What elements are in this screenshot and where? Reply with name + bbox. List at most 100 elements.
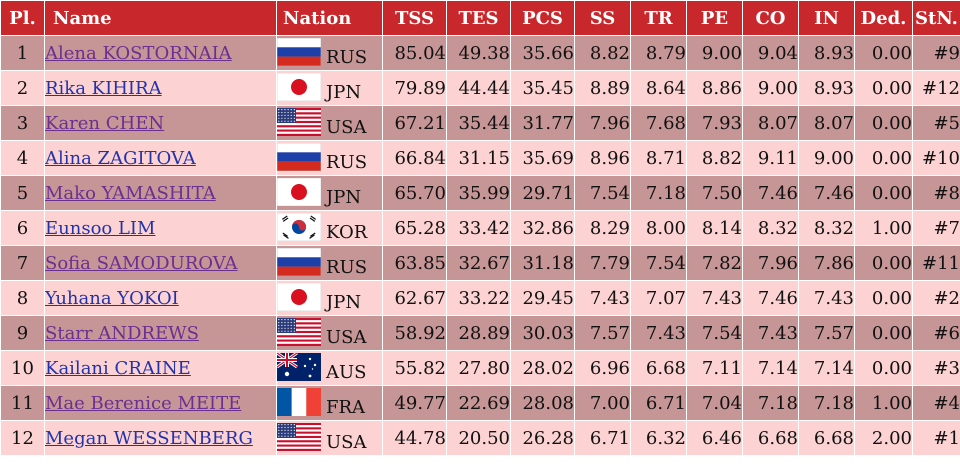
table-row: 12 Megan WESSENBERG USA 44.78 20.50 26.2… [0,420,960,456]
cell-place: 11 [0,385,45,421]
nation-code: USA [326,326,367,348]
table-row: 9 Starr ANDREWS USA 58.92 28.89 30.03 7.… [0,315,960,351]
cell-in: 7.43 [798,280,855,316]
cell-ss: 7.54 [574,175,631,211]
nation-code: RUS [326,46,368,68]
cell-co: 8.07 [742,105,799,141]
cell-co: 9.04 [742,35,799,71]
russia-flag-icon [277,247,321,276]
cell-ded: 0.00 [854,140,913,176]
header-pe: PE [686,0,743,36]
cell-in: 7.86 [798,245,855,281]
cell-co: 7.14 [742,350,799,386]
cell-name: Mae Berenice MEITE [44,385,277,421]
table-row: 5 Mako YAMASHITA JPN 65.70 35.99 29.71 7… [0,175,960,211]
skater-name-link[interactable]: Alena KOSTORNAIA [45,42,232,64]
cell-ss: 8.29 [574,210,631,246]
cell-ded: 0.00 [854,35,913,71]
cell-tss: 66.84 [382,140,447,176]
cell-pcs: 28.08 [510,385,575,421]
cell-stn: #4 [912,385,960,421]
cell-pcs: 28.02 [510,350,575,386]
cell-place: 4 [0,140,45,176]
france-flag-icon [277,387,321,416]
skater-name-link[interactable]: Yuhana YOKOI [45,287,179,309]
skater-name-link[interactable]: Mako YAMASHITA [45,182,216,204]
skater-name-link[interactable]: Kailani CRAINE [45,357,191,379]
cell-tss: 49.77 [382,385,447,421]
cell-stn: #9 [912,35,960,71]
cell-co: 7.46 [742,280,799,316]
skater-name-link[interactable]: Alina ZAGITOVA [45,147,196,169]
skater-name-link[interactable]: Karen CHEN [45,112,165,134]
table-row: 6 Eunsoo LIM KOR 65.28 33.42 32.86 8.29 … [0,210,960,246]
cell-co: 9.00 [742,70,799,106]
cell-name: Starr ANDREWS [44,315,277,351]
cell-name: Sofia SAMODUROVA [44,245,277,281]
cell-pcs: 31.77 [510,105,575,141]
table-row: 11 Mae Berenice MEITE FRA 49.77 22.69 28… [0,385,960,421]
cell-in: 7.18 [798,385,855,421]
nation-code: USA [326,116,367,138]
cell-place: 10 [0,350,45,386]
skater-name-link[interactable]: Rika KIHIRA [45,77,162,99]
korea-flag-icon [277,212,321,241]
header-ss: SS [574,0,631,36]
header-tss: TSS [382,0,447,36]
cell-tr: 7.07 [630,280,687,316]
cell-tr: 8.79 [630,35,687,71]
cell-name: Karen CHEN [44,105,277,141]
table-row: 2 Rika KIHIRA JPN 79.89 44.44 35.45 8.89… [0,70,960,106]
cell-nation: RUS [276,140,383,176]
cell-pcs: 35.66 [510,35,575,71]
cell-in: 7.57 [798,315,855,351]
cell-place: 12 [0,420,45,456]
cell-tss: 85.04 [382,35,447,71]
cell-pe: 8.86 [686,70,743,106]
cell-pe: 7.54 [686,315,743,351]
skater-name-link[interactable]: Megan WESSENBERG [45,427,253,449]
header-pcs: PCS [510,0,575,36]
cell-pcs: 29.71 [510,175,575,211]
cell-tss: 58.92 [382,315,447,351]
cell-pe: 7.11 [686,350,743,386]
nation-code: JPN [326,186,362,208]
skater-name-link[interactable]: Starr ANDREWS [45,322,199,344]
cell-tes: 49.38 [446,35,511,71]
cell-place: 5 [0,175,45,211]
header-tr: TR [630,0,687,36]
cell-in: 8.07 [798,105,855,141]
cell-nation: USA [276,315,383,351]
skater-name-link[interactable]: Eunsoo LIM [45,217,156,239]
japan-flag-icon [277,72,321,101]
cell-tes: 33.22 [446,280,511,316]
cell-pe: 8.82 [686,140,743,176]
japan-flag-icon [277,282,321,311]
cell-ded: 0.00 [854,315,913,351]
cell-tes: 35.99 [446,175,511,211]
nation-code: RUS [326,256,368,278]
cell-nation: JPN [276,175,383,211]
cell-tss: 44.78 [382,420,447,456]
cell-co: 7.18 [742,385,799,421]
cell-stn: #11 [912,245,960,281]
cell-name: Megan WESSENBERG [44,420,277,456]
nation-code: KOR [326,221,368,243]
cell-nation: KOR [276,210,383,246]
nation-code: FRA [326,396,366,418]
skater-name-link[interactable]: Mae Berenice MEITE [45,392,242,414]
cell-place: 6 [0,210,45,246]
cell-tr: 6.68 [630,350,687,386]
cell-name: Eunsoo LIM [44,210,277,246]
cell-in: 8.93 [798,70,855,106]
cell-pcs: 35.45 [510,70,575,106]
skater-name-link[interactable]: Sofia SAMODUROVA [45,252,238,274]
nation-code: USA [326,431,367,453]
cell-nation: FRA [276,385,383,421]
cell-name: Rika KIHIRA [44,70,277,106]
cell-tes: 44.44 [446,70,511,106]
cell-pe: 7.43 [686,280,743,316]
cell-place: 8 [0,280,45,316]
header-stn: StN. [912,0,960,36]
cell-stn: #12 [912,70,960,106]
